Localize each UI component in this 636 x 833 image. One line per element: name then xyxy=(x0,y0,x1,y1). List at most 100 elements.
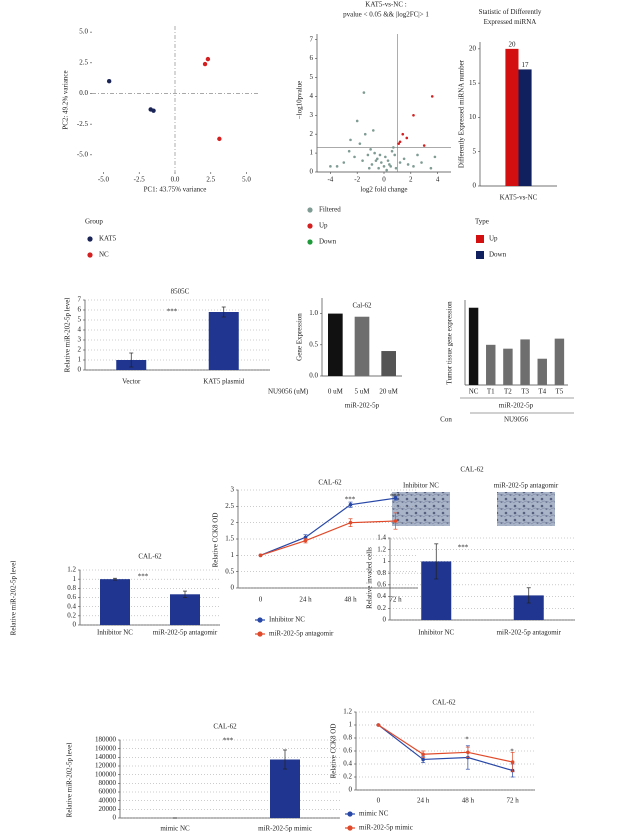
point xyxy=(394,166,398,170)
y-tick-label: 40000 xyxy=(99,796,117,804)
y-tick-label: -2.5 xyxy=(77,120,89,128)
y-axis-label: Relative miR-202-5p level xyxy=(10,561,18,636)
x-tick-label: Vector xyxy=(122,378,141,386)
bar xyxy=(208,312,239,370)
point xyxy=(151,108,156,113)
bar xyxy=(486,344,496,385)
point xyxy=(393,519,398,523)
chart-title: KAT5-vs-NC : xyxy=(365,1,406,9)
x-tick-label: 24 h xyxy=(417,797,430,805)
point xyxy=(406,163,410,166)
image-label: Inhibitor NC xyxy=(403,482,439,490)
legend-swatch xyxy=(476,235,484,243)
point xyxy=(329,165,332,168)
point xyxy=(384,155,387,159)
point xyxy=(378,153,382,157)
annotation: * xyxy=(465,736,469,744)
point xyxy=(370,163,374,166)
y-axis-label: Tumor tissue gene expression xyxy=(446,301,454,385)
point xyxy=(405,136,409,140)
y-tick-label: 0.0 xyxy=(309,372,318,380)
point xyxy=(353,155,356,159)
y-axis-label: Differently Expressed miRNA number xyxy=(458,59,466,168)
point xyxy=(335,165,339,168)
point xyxy=(421,752,425,757)
y-tick-label: 0 xyxy=(78,366,82,374)
point xyxy=(205,56,211,62)
point xyxy=(389,165,393,168)
point xyxy=(416,153,419,157)
y-tick-label: 1 xyxy=(78,356,82,364)
chart-title: CAL-62 xyxy=(213,723,237,731)
y-tick-label: 4 xyxy=(310,92,314,100)
point xyxy=(388,163,391,166)
y-tick-label: 2 xyxy=(231,518,235,526)
legend-label: miR-202-5p antagomir xyxy=(269,630,334,638)
bar xyxy=(328,313,343,376)
annotation: *** xyxy=(138,573,149,581)
x-tick-label: 72 h xyxy=(389,596,402,604)
legend-marker xyxy=(347,825,353,831)
legend-marker xyxy=(257,631,263,637)
x-tick-label: mimic NC xyxy=(160,825,190,833)
line xyxy=(378,724,513,772)
point xyxy=(366,153,370,157)
legend-label: Down xyxy=(319,238,337,246)
point xyxy=(376,157,379,161)
legend-label: Up xyxy=(319,222,328,230)
y-tick-label: 0.2 xyxy=(67,611,76,619)
y-tick-label: 2.5 xyxy=(225,502,234,510)
point xyxy=(217,136,222,142)
group-label: Con xyxy=(440,416,452,424)
point xyxy=(358,142,362,145)
y-axis-label: Relative invaded cells xyxy=(366,547,374,609)
legend-marker xyxy=(307,223,313,229)
micrograph xyxy=(497,492,555,526)
x-tick-label: -5.0 xyxy=(98,176,110,184)
legend-marker xyxy=(87,236,93,242)
legend-marker xyxy=(347,811,353,817)
x-tick-label: 5.0 xyxy=(242,176,251,184)
point xyxy=(303,538,308,543)
y-tick-label: 5 xyxy=(310,73,314,81)
y-tick-label: 60000 xyxy=(99,788,117,796)
annotation: *** xyxy=(345,496,356,504)
image-label: miR-202-5p antagomir xyxy=(494,482,559,490)
bar xyxy=(518,69,532,186)
chart-title: CAL-62 xyxy=(138,553,162,561)
y-tick-label: 0.8 xyxy=(377,569,386,577)
legend-title: Group xyxy=(85,218,103,226)
y-tick-label: 20000 xyxy=(99,805,117,813)
y-tick-label: 0.2 xyxy=(377,604,386,612)
x-tick-label: -4 xyxy=(327,176,333,184)
point xyxy=(422,144,426,147)
y-tick-label: 20 xyxy=(469,44,477,52)
point xyxy=(377,166,380,170)
y-tick-label: 1.2 xyxy=(377,545,386,553)
y-tick-label: 160000 xyxy=(95,744,117,752)
group-label: miR-202-5p xyxy=(499,402,534,410)
x-tick-label: T1 xyxy=(487,388,495,396)
legend-label: Filtered xyxy=(319,206,341,214)
point xyxy=(371,129,375,132)
x-tick-label: Inhibitor NC xyxy=(418,629,454,637)
y-tick-label: 0.8 xyxy=(343,734,352,742)
y-tick-label: 0.5 xyxy=(225,567,234,575)
y-tick-label: 4 xyxy=(78,326,82,334)
x-tick-label: 20 uM xyxy=(379,388,398,396)
x-tick-label: miR-202-5p mimic xyxy=(258,825,312,833)
x-tick-label: Inhibitor NC xyxy=(97,629,133,637)
chart-subtitle: pvalue < 0.05 && |log2FC|> 1 xyxy=(343,11,429,19)
line xyxy=(260,497,396,556)
group-label: miR-202-5p xyxy=(345,402,380,410)
x-tick-label: -2.5 xyxy=(134,176,146,184)
legend-label: NC xyxy=(99,251,109,259)
legend-marker xyxy=(307,207,313,213)
y-tick-label: 0 xyxy=(73,621,77,629)
y-tick-label: 140000 xyxy=(95,753,117,761)
x-tick-label: T2 xyxy=(504,388,512,396)
point xyxy=(349,138,352,142)
y-tick-label: 1 xyxy=(231,551,235,559)
x-tick-label: 24 h xyxy=(299,596,312,604)
